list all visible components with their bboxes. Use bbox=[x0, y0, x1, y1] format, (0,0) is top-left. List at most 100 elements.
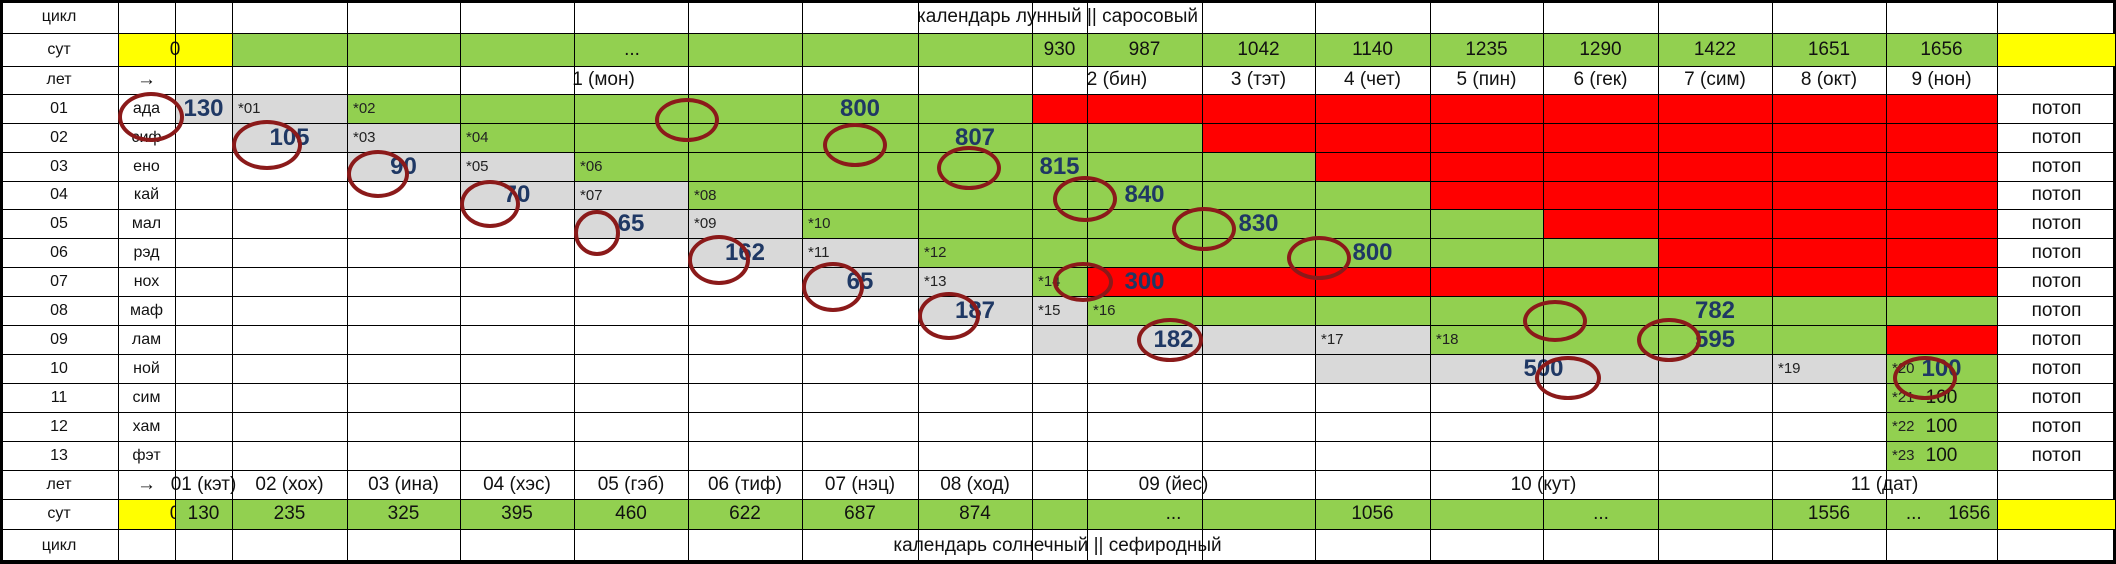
star-marker: *07 bbox=[574, 181, 688, 209]
star-marker: *13 bbox=[918, 267, 1032, 296]
red-span bbox=[1202, 123, 1997, 152]
header-sut-ellipsis: ... bbox=[232, 33, 1032, 66]
red-span bbox=[1087, 267, 1997, 296]
header-month-label: 7 (сим) bbox=[1684, 69, 1746, 90]
grid-line bbox=[1429, 0, 1431, 563]
row-name: рэд bbox=[133, 243, 160, 261]
row-value: 830 bbox=[1238, 209, 1279, 237]
star-marker: *02 bbox=[347, 94, 460, 123]
star-marker: *19 bbox=[1772, 354, 1886, 383]
row-end-label: потоп bbox=[2031, 415, 2082, 437]
footer-right-blank bbox=[1997, 529, 2116, 563]
red-span bbox=[1543, 209, 1997, 238]
header-sut-value: 1235 bbox=[1430, 33, 1543, 66]
footer-year-label: 02 (хох) bbox=[255, 473, 324, 495]
green-span bbox=[1202, 296, 1997, 325]
highlight-ring bbox=[937, 146, 1001, 190]
grid-line bbox=[0, 469, 2116, 471]
header-month-label: 5 (пин) bbox=[1456, 69, 1517, 90]
highlight-ring bbox=[232, 120, 302, 170]
red-span bbox=[1886, 325, 1997, 354]
header-let-label: лет bbox=[46, 71, 72, 88]
row-end-label: потоп bbox=[2031, 97, 2082, 119]
green-span bbox=[688, 152, 1315, 181]
row-end-label: потоп bbox=[2031, 212, 2082, 234]
header-sut-value: 1651 bbox=[1772, 33, 1886, 66]
header-month-label: 8 (окт) bbox=[1800, 69, 1858, 90]
row-name: кай bbox=[133, 186, 160, 203]
row-value: 815 bbox=[1039, 152, 1080, 180]
row-name: мал bbox=[131, 214, 162, 232]
highlight-ring bbox=[1053, 176, 1117, 222]
row-end-label: потоп bbox=[2031, 357, 2082, 379]
grid-line bbox=[1657, 0, 1659, 563]
footer-sut-value: 687 bbox=[802, 499, 918, 529]
grid-line bbox=[1542, 0, 1544, 563]
header-title: календарь лунный || саросовый bbox=[917, 5, 1198, 27]
grid-line bbox=[1031, 0, 1033, 563]
header-sut-end bbox=[1997, 33, 2116, 66]
footer-year-label: 01 (кэт) bbox=[170, 473, 237, 495]
grid-line bbox=[174, 0, 176, 563]
row-number: 09 bbox=[50, 330, 68, 348]
footer-let-label: лет bbox=[46, 475, 72, 493]
footer-year-label: 04 (хэс) bbox=[483, 473, 551, 495]
grid-line bbox=[231, 0, 233, 563]
footer-sut-end bbox=[1997, 499, 2116, 529]
highlight-ring bbox=[1893, 356, 1957, 400]
footer-cycle-label: цикл bbox=[41, 537, 77, 554]
footer-sut-value: 622 bbox=[688, 499, 802, 529]
footer-sut-value: 395 bbox=[460, 499, 574, 529]
grid-line bbox=[0, 324, 2116, 326]
star-marker: *04 bbox=[460, 123, 574, 152]
row-number: 13 bbox=[50, 446, 68, 464]
header-sut-value: 930 bbox=[1032, 33, 1087, 66]
highlight-ring bbox=[574, 210, 620, 256]
highlight-ring bbox=[918, 292, 980, 340]
grid-line bbox=[0, 295, 2116, 297]
row-value: 800 bbox=[839, 94, 881, 122]
header-month-label: 2 (бин) bbox=[1086, 69, 1148, 90]
row-number: 06 bbox=[50, 243, 68, 261]
grid-line bbox=[0, 180, 2116, 182]
highlight-ring bbox=[802, 262, 864, 312]
star-marker: *01 bbox=[232, 94, 347, 123]
row-name: ено bbox=[133, 157, 160, 175]
start-value: 130 bbox=[175, 94, 232, 123]
header-right-blank bbox=[1997, 0, 2116, 33]
row-value: 300 bbox=[1124, 267, 1165, 295]
row-name: лам bbox=[131, 330, 162, 348]
header-month-label: 9 (нон) bbox=[1911, 69, 1972, 90]
footer-sut-value: 235 bbox=[232, 499, 347, 529]
header-sut-value: 1042 bbox=[1202, 33, 1315, 66]
grid-line bbox=[0, 411, 2116, 413]
row-end-label: потоп bbox=[2031, 155, 2082, 177]
header-month-blank bbox=[1997, 66, 2116, 94]
grid-line bbox=[1996, 0, 1998, 563]
green-span bbox=[1543, 325, 1886, 354]
footer-year-label: 03 (ина) bbox=[368, 473, 439, 495]
row-number: 07 bbox=[50, 272, 68, 290]
star-marker: *12 bbox=[918, 238, 1032, 267]
grid-line bbox=[0, 65, 2116, 67]
row-end-label: потоп bbox=[2031, 386, 2082, 408]
row-value: 840 bbox=[1124, 181, 1165, 208]
header-arrow: → bbox=[137, 69, 156, 90]
footer-year-label: 05 (гэб) bbox=[597, 473, 665, 495]
footer-arrow: → bbox=[137, 473, 156, 495]
grid-line bbox=[0, 32, 2116, 34]
grid-line bbox=[0, 353, 2116, 355]
grid-line bbox=[0, 0, 2116, 1]
row-value: 800 bbox=[1352, 238, 1393, 266]
footer-sut-value: 1656 bbox=[1941, 499, 1997, 529]
header-sut-value: 1290 bbox=[1543, 33, 1658, 66]
grid-line bbox=[1314, 0, 1316, 563]
highlight-ring bbox=[823, 123, 887, 167]
red-span bbox=[1430, 181, 1997, 209]
footer-sut-value: ... bbox=[1430, 499, 1772, 529]
star-marker: *18 bbox=[1430, 325, 1543, 354]
row-number: 05 bbox=[50, 214, 68, 232]
red-span bbox=[1032, 94, 1997, 123]
row-end-label: потоп bbox=[2031, 328, 2082, 350]
star-marker: *03 bbox=[347, 123, 460, 152]
